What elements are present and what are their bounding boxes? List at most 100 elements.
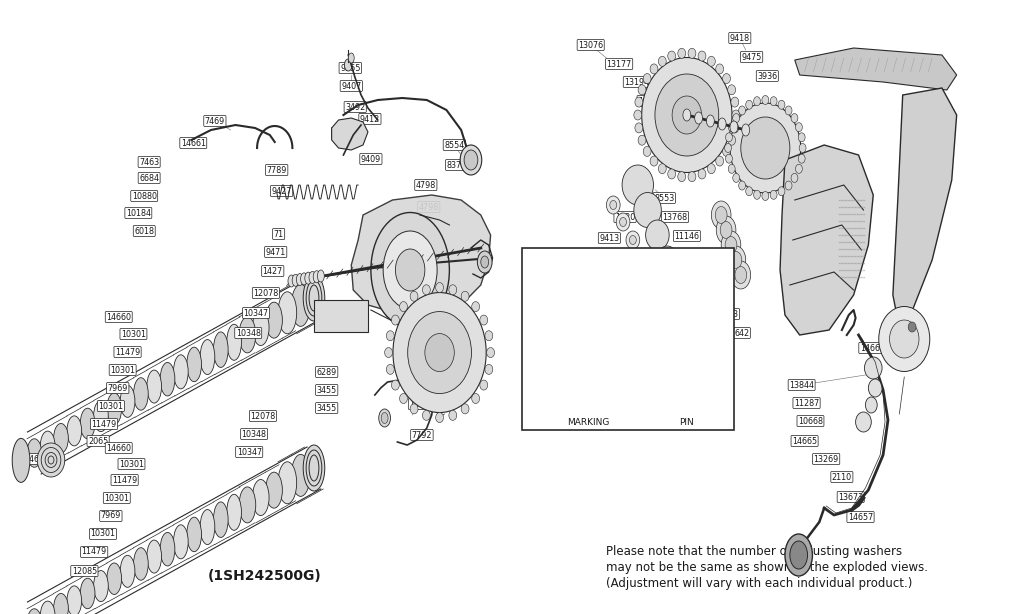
Ellipse shape bbox=[81, 408, 95, 439]
Text: (1SH242500G): (1SH242500G) bbox=[208, 569, 322, 583]
Ellipse shape bbox=[348, 53, 354, 63]
Ellipse shape bbox=[640, 254, 646, 263]
Text: 11479: 11479 bbox=[92, 419, 117, 429]
Ellipse shape bbox=[730, 252, 742, 268]
Text: 14666: 14666 bbox=[638, 96, 663, 106]
Ellipse shape bbox=[866, 397, 877, 413]
Ellipse shape bbox=[423, 285, 430, 295]
Text: 8554: 8554 bbox=[444, 141, 464, 149]
Ellipse shape bbox=[400, 394, 408, 403]
Ellipse shape bbox=[731, 97, 739, 107]
Ellipse shape bbox=[486, 348, 494, 357]
Ellipse shape bbox=[711, 201, 731, 229]
Polygon shape bbox=[332, 118, 368, 150]
Ellipse shape bbox=[309, 271, 316, 284]
Ellipse shape bbox=[746, 100, 753, 109]
Ellipse shape bbox=[646, 267, 659, 285]
Text: 12078: 12078 bbox=[250, 411, 275, 421]
Ellipse shape bbox=[461, 404, 469, 414]
Ellipse shape bbox=[94, 570, 108, 602]
Text: 10880: 10880 bbox=[132, 192, 156, 201]
Ellipse shape bbox=[480, 256, 488, 268]
Ellipse shape bbox=[716, 216, 736, 244]
Ellipse shape bbox=[53, 594, 69, 614]
Ellipse shape bbox=[707, 56, 715, 66]
Text: 7969: 7969 bbox=[101, 511, 121, 521]
Text: 10301: 10301 bbox=[98, 402, 123, 411]
Ellipse shape bbox=[694, 112, 702, 124]
Text: (Adjustment will vary with each individual product.): (Adjustment will vary with each individu… bbox=[606, 578, 913, 591]
Ellipse shape bbox=[762, 96, 769, 104]
Ellipse shape bbox=[678, 49, 686, 58]
Text: 14664: 14664 bbox=[860, 343, 885, 352]
Ellipse shape bbox=[865, 357, 882, 379]
Ellipse shape bbox=[425, 333, 454, 371]
Ellipse shape bbox=[67, 586, 82, 614]
Ellipse shape bbox=[722, 147, 731, 157]
Ellipse shape bbox=[200, 340, 215, 375]
Ellipse shape bbox=[672, 96, 701, 134]
Ellipse shape bbox=[410, 404, 418, 414]
Ellipse shape bbox=[731, 261, 751, 289]
Text: 9418: 9418 bbox=[730, 34, 750, 42]
Ellipse shape bbox=[303, 445, 325, 491]
Ellipse shape bbox=[715, 206, 727, 223]
Ellipse shape bbox=[485, 331, 492, 341]
Text: 7469: 7469 bbox=[205, 117, 225, 125]
Text: 13942: 13942 bbox=[822, 192, 848, 201]
Ellipse shape bbox=[391, 380, 400, 390]
Text: 10348: 10348 bbox=[236, 328, 260, 338]
Ellipse shape bbox=[227, 494, 241, 530]
Bar bbox=[314, 300, 368, 332]
Text: PIN: PIN bbox=[679, 418, 694, 427]
Ellipse shape bbox=[449, 410, 457, 421]
Ellipse shape bbox=[309, 285, 319, 311]
Ellipse shape bbox=[449, 285, 457, 295]
Ellipse shape bbox=[726, 246, 746, 274]
Ellipse shape bbox=[174, 355, 189, 389]
Text: 7792: 7792 bbox=[412, 430, 432, 440]
Text: 9407: 9407 bbox=[341, 82, 361, 90]
Text: 2110: 2110 bbox=[831, 473, 852, 481]
Text: 6018: 6018 bbox=[134, 227, 154, 236]
Ellipse shape bbox=[659, 164, 666, 174]
Ellipse shape bbox=[630, 236, 637, 244]
Text: 642: 642 bbox=[799, 201, 814, 211]
Ellipse shape bbox=[635, 97, 643, 107]
Text: 8553: 8553 bbox=[654, 193, 674, 203]
Ellipse shape bbox=[383, 231, 437, 309]
Ellipse shape bbox=[688, 172, 696, 182]
Ellipse shape bbox=[706, 115, 714, 127]
Ellipse shape bbox=[40, 431, 55, 460]
Ellipse shape bbox=[472, 301, 479, 311]
Ellipse shape bbox=[187, 517, 202, 551]
Ellipse shape bbox=[252, 480, 269, 516]
Ellipse shape bbox=[477, 251, 492, 273]
Ellipse shape bbox=[391, 315, 400, 325]
Ellipse shape bbox=[650, 64, 658, 74]
Ellipse shape bbox=[688, 49, 696, 58]
Ellipse shape bbox=[460, 145, 481, 175]
Text: 13768: 13768 bbox=[663, 212, 687, 222]
Ellipse shape bbox=[94, 400, 108, 432]
Polygon shape bbox=[780, 145, 873, 335]
Text: 9413: 9413 bbox=[599, 233, 620, 243]
Ellipse shape bbox=[754, 190, 761, 200]
Ellipse shape bbox=[634, 110, 642, 120]
Ellipse shape bbox=[133, 548, 148, 580]
Ellipse shape bbox=[410, 291, 418, 301]
Text: 12078: 12078 bbox=[253, 289, 278, 298]
Ellipse shape bbox=[741, 117, 790, 179]
Ellipse shape bbox=[707, 164, 715, 174]
Text: 10347: 10347 bbox=[243, 308, 268, 317]
Ellipse shape bbox=[733, 114, 740, 123]
Text: 14661: 14661 bbox=[181, 139, 206, 147]
Ellipse shape bbox=[396, 249, 425, 291]
Ellipse shape bbox=[742, 124, 750, 136]
Text: 3936: 3936 bbox=[757, 71, 777, 80]
Ellipse shape bbox=[638, 135, 646, 146]
Text: 9471: 9471 bbox=[265, 247, 286, 257]
Ellipse shape bbox=[292, 284, 310, 327]
Ellipse shape bbox=[869, 379, 882, 397]
Text: 9131: 9131 bbox=[436, 357, 456, 367]
